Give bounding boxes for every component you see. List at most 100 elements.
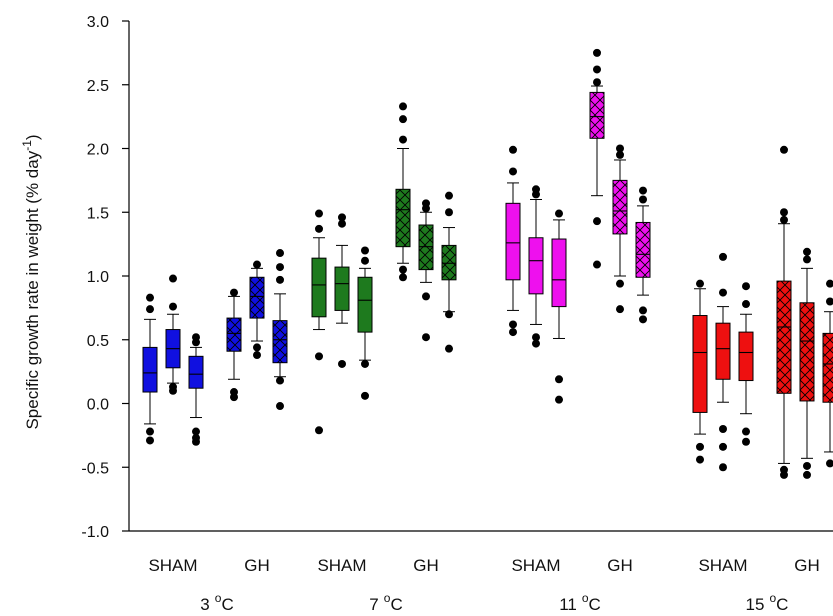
outlier-point [719, 463, 727, 472]
box-3 [357, 246, 373, 400]
outlier-point [445, 208, 453, 217]
outlier-point [253, 351, 261, 360]
outlier-point [146, 305, 154, 314]
box-body [249, 276, 265, 319]
box-1 [395, 102, 411, 282]
group-label-unit: C [221, 595, 233, 614]
box-3 [551, 209, 567, 404]
outlier-point [616, 150, 624, 159]
subgroup-gh [589, 48, 651, 324]
outlier-point [532, 333, 540, 342]
group-label-degree: o [769, 591, 776, 605]
y-tick-label: 2.0 [87, 142, 109, 159]
outlier-point [803, 461, 811, 470]
plot-marks [142, 48, 833, 479]
outlier-point [315, 224, 323, 233]
box-2 [249, 260, 265, 360]
box-body [334, 266, 350, 311]
outlier-point [555, 375, 563, 384]
box-3 [635, 186, 651, 324]
temp-group-3 [142, 249, 288, 446]
box-2 [715, 252, 731, 472]
group-label-number: 15 [746, 595, 765, 614]
outlier-point [803, 470, 811, 479]
outlier-point [616, 144, 624, 153]
category-label-gh: GH [413, 556, 439, 575]
outlier-point [146, 293, 154, 302]
box-3 [738, 282, 754, 446]
outlier-point [696, 279, 704, 288]
outlier-point [639, 195, 647, 204]
outlier-point [509, 167, 517, 176]
outlier-point [803, 247, 811, 256]
outlier-point [532, 339, 540, 348]
category-label-sham: SHAM [317, 556, 366, 575]
outlier-point [361, 359, 369, 368]
box-body [395, 188, 411, 248]
outlier-point [445, 310, 453, 319]
outlier-point [696, 455, 704, 464]
outlier-point [616, 279, 624, 288]
outlier-point [780, 145, 788, 154]
outlier-point [276, 275, 284, 284]
box-body [226, 317, 242, 352]
subgroup-sham [505, 145, 567, 404]
box-body [692, 315, 708, 413]
outlier-point [169, 302, 177, 311]
box-body [142, 346, 158, 393]
outlier-point [338, 219, 346, 228]
outlier-point [338, 213, 346, 222]
box-3 [272, 249, 288, 411]
group-label-11c: 11 oC [559, 591, 601, 614]
category-label-sham: SHAM [148, 556, 197, 575]
group-label-3c: 3 oC [200, 591, 233, 614]
outlier-point [276, 249, 284, 258]
outlier-point [616, 305, 624, 314]
outlier-point [803, 255, 811, 264]
y-tick-label: 0.5 [87, 333, 109, 350]
outlier-point [719, 425, 727, 433]
outlier-point [315, 352, 323, 361]
group-label-unit: C [589, 595, 601, 614]
outlier-point [169, 382, 177, 391]
box-body [551, 238, 567, 308]
box-body [635, 221, 651, 278]
y-tick-label: 1.5 [87, 205, 109, 222]
outlier-point [780, 215, 788, 224]
box-body [418, 224, 434, 271]
subgroup-sham [142, 274, 204, 446]
subgroup-sham [311, 209, 373, 435]
outlier-point [826, 297, 833, 306]
outlier-point [719, 442, 727, 451]
outlier-point [780, 470, 788, 479]
outlier-point [399, 273, 407, 282]
outlier-point [742, 282, 750, 291]
outlier-point [509, 145, 517, 154]
box-2 [165, 274, 181, 395]
axes: -1.0 -0.5 0.0 0.5 1.0 1.5 2.0 2.5 3.0 [81, 14, 833, 541]
group-label-unit: C [390, 595, 402, 614]
outlier-point [593, 48, 601, 57]
outlier-point [192, 427, 200, 436]
outlier-point [315, 209, 323, 218]
box-2 [799, 247, 815, 479]
outlier-point [399, 265, 407, 274]
y-axis-title: Specific growth rate in weight (% day-1) [20, 134, 42, 429]
outlier-point [361, 246, 369, 255]
outlier-point [422, 199, 430, 208]
outlier-point [593, 78, 601, 87]
outlier-point [639, 306, 647, 315]
y-tick-label: -1.0 [81, 524, 109, 541]
y-tick-label: 1.0 [87, 269, 109, 286]
group-label-number: 7 [369, 595, 378, 614]
outlier-point [253, 343, 261, 352]
outlier-point [509, 328, 517, 337]
outlier-point [742, 437, 750, 446]
box-1 [311, 209, 327, 435]
box-1 [776, 145, 792, 479]
box-1 [226, 288, 242, 402]
outlier-point [719, 252, 727, 261]
y-tick-label: 2.5 [87, 78, 109, 95]
outlier-point [719, 288, 727, 297]
outlier-point [192, 333, 200, 342]
